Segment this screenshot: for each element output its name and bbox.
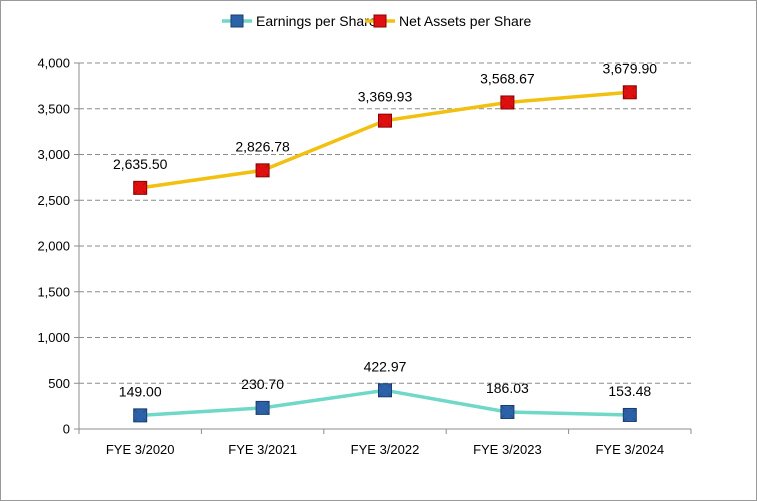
legend-item-net-assets-per-share: Net Assets per Share [365,13,532,29]
series-line-net-assets [139,90,630,190]
legend: Earnings per Share Net Assets per Share [222,13,532,29]
series-group [133,85,637,423]
y-tick-label: 1,000 [37,330,70,345]
legend-marker-earnings [230,14,244,28]
data-labels: 149.00 230.70 422.97 186.03 153.48 2,635.50 2,… [113,60,657,399]
y-tick-label: 3,500 [37,101,70,116]
data-label-net-assets: 2,826.78 [235,138,290,154]
marker-earnings [378,383,392,398]
marker-net-assets [255,163,270,178]
data-label-earnings: 153.48 [608,383,651,399]
data-label-net-assets: 3,679.90 [603,60,658,76]
x-tick-label: FYE 3/2023 [473,442,542,457]
y-tick-label: 2,500 [37,193,70,208]
marker-earnings [255,400,270,415]
y-tick-label: 0 [63,422,70,437]
marker-net-assets [500,95,515,110]
y-tick-label: 500 [48,376,70,391]
marker-net-assets [133,180,148,195]
marker-earnings [622,407,637,422]
legend-label-earnings: Earnings per Share [256,13,377,29]
y-tick-label: 2,000 [37,239,70,254]
y-tick-label: 4,000 [37,56,70,71]
marker-earnings [500,404,515,419]
data-label-earnings: 422.97 [364,358,407,374]
legend-marker-net-assets [373,14,387,28]
y-axis-ticks: 0 500 1,000 1,500 2,000 2,500 3,000 3,500 4,000 [37,56,79,437]
y-tick-label: 1,500 [37,284,70,299]
data-label-earnings: 149.00 [119,383,162,399]
marker-net-assets [622,85,637,100]
data-label-net-assets: 3,568.67 [480,70,535,86]
legend-label-net-assets: Net Assets per Share [399,13,532,29]
data-label-net-assets: 3,369.93 [358,89,413,105]
marker-net-assets [378,113,392,128]
x-tick-label: FYE 3/2021 [228,442,297,457]
grid [79,62,691,384]
legend-item-earnings-per-share: Earnings per Share [222,13,377,29]
data-label-earnings: 186.03 [486,380,529,396]
data-label-net-assets: 2,635.50 [113,156,168,172]
x-tick-label: FYE 3/2020 [106,442,175,457]
x-tick-label: FYE 3/2022 [351,442,420,457]
x-axis-ticks: FYE 3/2020 FYE 3/2021 FYE 3/2022 FYE 3/2023… [78,429,692,457]
y-tick-label: 3,000 [37,147,70,162]
data-label-earnings: 230.70 [241,376,284,392]
x-tick-label: FYE 3/2024 [595,442,664,457]
marker-earnings [133,408,148,423]
